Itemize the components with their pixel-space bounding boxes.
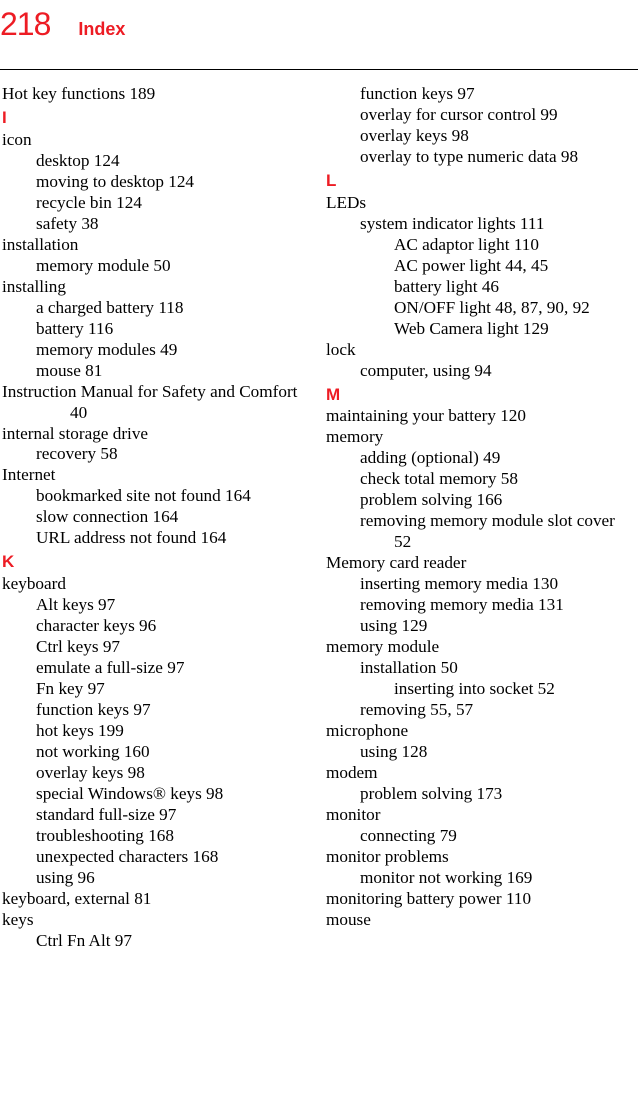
index-entry: problem solving 166 <box>326 490 634 511</box>
index-entry: Alt keys 97 <box>2 595 308 616</box>
index-entry: inserting memory media 130 <box>326 574 634 595</box>
index-entry: mouse 81 <box>2 361 308 382</box>
index-entry: maintaining your battery 120 <box>326 406 634 427</box>
index-entry: microphone <box>326 721 634 742</box>
index-entry: emulate a full-size 97 <box>2 658 308 679</box>
index-entry: troubleshooting 168 <box>2 826 308 847</box>
index-entry: Memory card reader <box>326 553 634 574</box>
index-entry: function keys 97 <box>326 84 634 105</box>
index-entry: adding (optional) 49 <box>326 448 634 469</box>
index-entry: URL address not found 164 <box>2 528 308 549</box>
index-entry: removing memory media 131 <box>326 595 634 616</box>
index-entry: battery 116 <box>2 319 308 340</box>
index-column-left: Hot key functions 189 Iicondesktop 124mov… <box>2 84 318 952</box>
index-entry: removing memory module slot cover 52 <box>326 511 634 553</box>
index-entry: overlay keys 98 <box>326 126 634 147</box>
index-entry: unexpected characters 168 <box>2 847 308 868</box>
index-entry: installing <box>2 277 308 298</box>
index-entry: moving to desktop 124 <box>2 172 308 193</box>
index-letter: L <box>326 171 634 192</box>
index-entry: desktop 124 <box>2 151 308 172</box>
index-entry: Ctrl keys 97 <box>2 637 308 658</box>
index-entry: monitor <box>326 805 634 826</box>
index-letter: M <box>326 385 634 406</box>
index-entry: recycle bin 124 <box>2 193 308 214</box>
index-entry: Ctrl Fn Alt 97 <box>2 931 308 952</box>
index-entry: overlay to type numeric data 98 <box>326 147 634 168</box>
index-entry: monitor problems <box>326 847 634 868</box>
index-entry: check total memory 58 <box>326 469 634 490</box>
index-entry: removing 55, 57 <box>326 700 634 721</box>
page-header: 218 Index <box>0 0 638 43</box>
index-entry: LEDs <box>326 193 634 214</box>
index-entry: monitor not working 169 <box>326 868 634 889</box>
index-entry: system indicator lights 111 <box>326 214 634 235</box>
index-entry: Hot key functions 189 <box>2 84 308 105</box>
index-entry: safety 38 <box>2 214 308 235</box>
index-entry: keyboard, external 81 <box>2 889 308 910</box>
index-entry: Instruction Manual for Safety and Comfor… <box>2 382 308 424</box>
index-entry: keyboard <box>2 574 308 595</box>
index-entry: installation 50 <box>326 658 634 679</box>
index-entry: function keys 97 <box>2 700 308 721</box>
index-entry: Internet <box>2 465 308 486</box>
index-entry: ON/OFF light 48, 87, 90, 92 <box>326 298 634 319</box>
index-entry: memory <box>326 427 634 448</box>
index-column-right: function keys 97overlay for cursor contr… <box>318 84 634 952</box>
index-entry: Fn key 97 <box>2 679 308 700</box>
index-entry: using 96 <box>2 868 308 889</box>
index-entry: overlay for cursor control 99 <box>326 105 634 126</box>
index-entry: using 128 <box>326 742 634 763</box>
index-entry: keys <box>2 910 308 931</box>
index-letter: I <box>2 108 308 129</box>
page-number: 218 <box>0 6 50 43</box>
index-entry: not working 160 <box>2 742 308 763</box>
index-entry: icon <box>2 130 308 151</box>
index-columns: Hot key functions 189 Iicondesktop 124mov… <box>0 84 638 952</box>
index-entry: internal storage drive <box>2 424 308 445</box>
index-entry: monitoring battery power 110 <box>326 889 634 910</box>
index-entry: AC power light 44, 45 <box>326 256 634 277</box>
index-entry: battery light 46 <box>326 277 634 298</box>
index-entry: memory module <box>326 637 634 658</box>
index-entry: computer, using 94 <box>326 361 634 382</box>
index-entry: overlay keys 98 <box>2 763 308 784</box>
index-title: Index <box>78 19 125 40</box>
index-entry: character keys 96 <box>2 616 308 637</box>
index-entry: Web Camera light 129 <box>326 319 634 340</box>
index-entry: bookmarked site not found 164 <box>2 486 308 507</box>
index-entry: mouse <box>326 910 634 931</box>
index-entry: standard full-size 97 <box>2 805 308 826</box>
index-entry: hot keys 199 <box>2 721 308 742</box>
index-entry: a charged battery 118 <box>2 298 308 319</box>
index-letter: K <box>2 552 308 573</box>
index-entry: problem solving 173 <box>326 784 634 805</box>
index-entry: memory modules 49 <box>2 340 308 361</box>
index-entry: special Windows® keys 98 <box>2 784 308 805</box>
header-divider <box>0 69 638 70</box>
index-entry: AC adaptor light 110 <box>326 235 634 256</box>
index-entry: recovery 58 <box>2 444 308 465</box>
index-entry: modem <box>326 763 634 784</box>
index-entry: memory module 50 <box>2 256 308 277</box>
index-entry: inserting into socket 52 <box>326 679 634 700</box>
index-entry: slow connection 164 <box>2 507 308 528</box>
index-entry: installation <box>2 235 308 256</box>
index-entry: connecting 79 <box>326 826 634 847</box>
index-entry: using 129 <box>326 616 634 637</box>
index-entry: lock <box>326 340 634 361</box>
